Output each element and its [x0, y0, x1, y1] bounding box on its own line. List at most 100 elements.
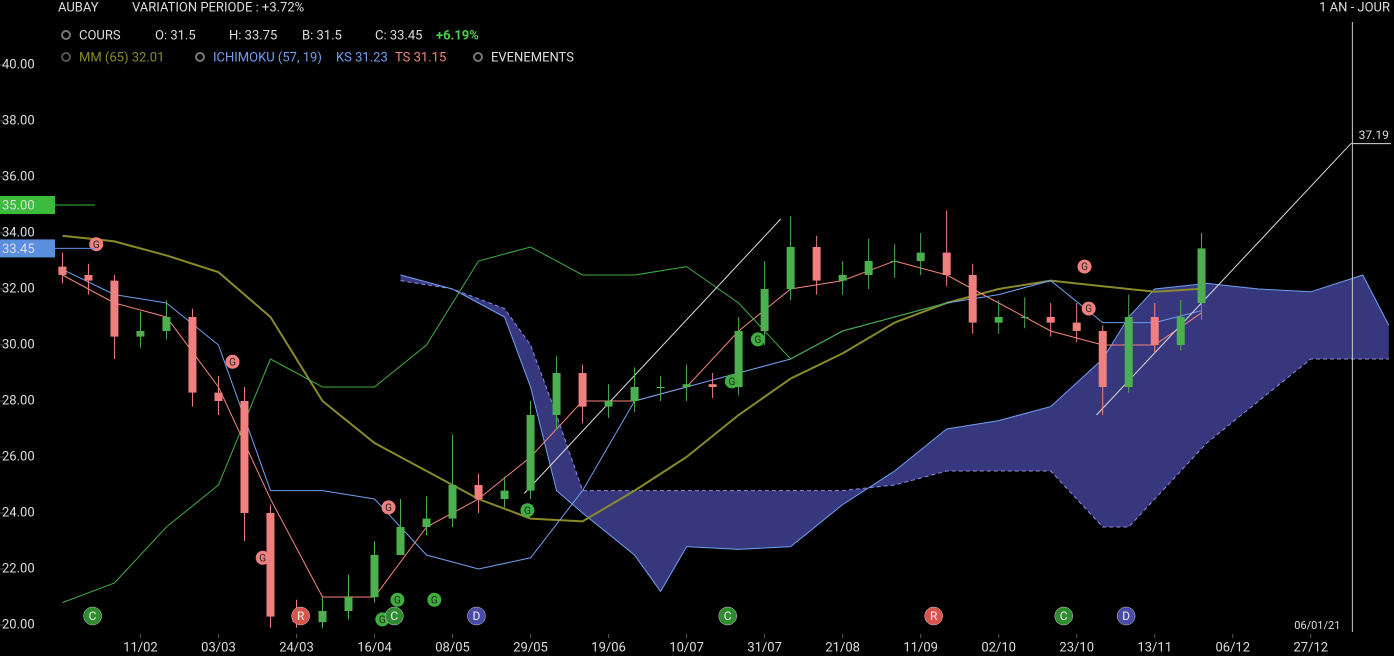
candle-body	[760, 289, 769, 331]
y-tick-label: 38.00	[2, 113, 35, 128]
span-a	[400, 274, 1390, 593]
level-marker-box	[0, 239, 55, 258]
signal-marker	[390, 592, 405, 607]
x-tick-label: 19/06	[591, 640, 626, 655]
x-tick-label: 06/12	[1215, 640, 1250, 655]
event-marker[interactable]	[718, 606, 737, 626]
y-tick-label: 36.00	[2, 169, 35, 184]
signal-marker	[427, 592, 442, 607]
signal-label: G	[524, 506, 531, 517]
gear-icon[interactable]	[61, 30, 71, 40]
period[interactable]: 1 AN - JOUR	[1319, 0, 1390, 15]
candle-body	[578, 373, 587, 407]
signal-label: G	[431, 595, 438, 606]
candle-body	[630, 387, 639, 401]
candle-body	[58, 266, 67, 275]
x-tick-label: 13/11	[1137, 640, 1172, 655]
legend-ichimoku: ICHIMOKU (57, 19)	[213, 50, 322, 65]
candle-body	[422, 518, 431, 527]
candle-body	[318, 611, 327, 623]
legend-open: O: 31.5	[155, 28, 196, 43]
candle-body	[864, 261, 873, 275]
candle-body	[604, 401, 613, 407]
event-marker[interactable]	[1116, 606, 1136, 626]
gear-icon[interactable]	[61, 52, 71, 62]
event-marker[interactable]	[924, 606, 943, 626]
cursor-label: 06/01/21	[1294, 619, 1340, 632]
candle-body	[1046, 317, 1055, 323]
candle-body	[1098, 331, 1107, 387]
candle-body	[1150, 317, 1159, 345]
candle-body	[188, 317, 197, 393]
candle-body	[786, 247, 795, 289]
x-tick-label: 03/03	[201, 640, 236, 655]
candle-body	[1124, 317, 1133, 387]
indicator-line	[62, 234, 1202, 523]
y-tick-label: 30.00	[2, 337, 35, 352]
candle-body	[1020, 317, 1029, 318]
signal-label: G	[379, 615, 386, 626]
signal-marker	[89, 237, 104, 252]
candle-body	[162, 317, 171, 331]
x-tick-label: 11/09	[903, 640, 938, 655]
candle-body	[1197, 248, 1206, 303]
candle-body	[214, 392, 223, 401]
x-tick-label: 29/05	[513, 640, 548, 655]
subtitle: VARIATION PERIODE : +3.72%	[132, 0, 304, 15]
candle-body	[838, 275, 847, 281]
y-tick-label: 20.00	[2, 617, 35, 632]
event-label: D	[473, 609, 481, 623]
gear-icon[interactable]	[473, 52, 483, 62]
event-marker[interactable]	[385, 606, 404, 626]
signal-label: G	[754, 335, 761, 346]
candle-body	[916, 252, 925, 261]
signal-marker	[381, 500, 396, 515]
event-marker[interactable]	[291, 606, 310, 626]
candle-body	[84, 275, 93, 281]
candle-body	[344, 597, 353, 611]
x-tick-label: 02/10	[981, 640, 1016, 655]
candle-body	[396, 527, 405, 555]
candle-body	[1072, 322, 1081, 331]
gear-icon[interactable]	[195, 52, 205, 62]
signal-label: G	[259, 553, 266, 564]
signal-marker	[1077, 259, 1092, 274]
event-label: D	[1122, 609, 1130, 623]
x-tick-label: 10/07	[669, 640, 704, 655]
candle-body	[474, 485, 483, 499]
legend-ks: KS 31.23	[336, 50, 388, 65]
legend-high: H: 33.75	[229, 28, 277, 43]
candle-body	[500, 490, 509, 499]
signal-label: G	[229, 357, 236, 368]
y-tick-label: 28.00	[2, 393, 35, 408]
y-tick-label: 32.00	[2, 281, 35, 296]
legend-events: EVENEMENTS	[491, 50, 574, 65]
y-tick-label: 26.00	[2, 449, 35, 464]
event-marker[interactable]	[1054, 606, 1073, 626]
signal-marker	[520, 503, 535, 518]
candle-body	[448, 485, 457, 519]
signal-marker	[724, 374, 739, 389]
candle-body	[136, 331, 145, 337]
y-tick-label: 24.00	[2, 505, 35, 520]
legend-change: +6.19%	[436, 28, 479, 43]
candle-body	[370, 555, 379, 597]
legend-ts: TS 31.15	[395, 50, 446, 65]
legend-close: C: 33.45	[375, 28, 423, 43]
event-label: C	[1060, 609, 1068, 623]
x-tick-label: 23/10	[1059, 640, 1094, 655]
x-tick-label: 24/03	[279, 640, 314, 655]
candle-body	[240, 401, 249, 513]
signal-label: G	[93, 240, 100, 251]
event-marker[interactable]	[83, 606, 102, 626]
candle-body	[266, 513, 275, 617]
signal-label: G	[394, 595, 401, 606]
y-tick-label: 40.00	[2, 57, 35, 72]
x-tick-label: 11/02	[123, 640, 158, 655]
level-marker-label: 35.00	[2, 198, 35, 213]
x-tick-label: 31/07	[747, 640, 782, 655]
candle-body	[812, 247, 821, 281]
event-marker[interactable]	[467, 606, 486, 626]
